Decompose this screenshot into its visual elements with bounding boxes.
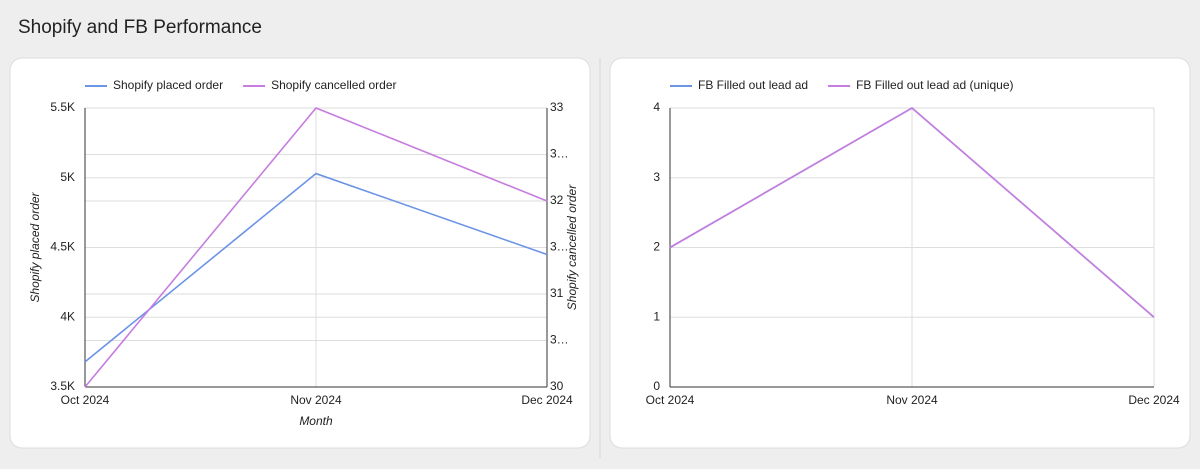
card [609,57,1191,449]
legend-label: Shopify cancelled order [271,78,396,92]
legend-label: Shopify placed order [113,78,223,92]
series-line [669,107,1155,318]
y-tick-label: 5K [60,170,75,184]
legend-label: FB Filled out lead ad (unique) [856,78,1013,92]
y2-tick-label: 32 [550,193,564,207]
y-tick-label: 5.5K [50,100,75,114]
y-tick-label: 3.5K [50,379,75,393]
y2-tick-label: 30 [550,379,564,393]
y2-tick-label: 33 [550,100,564,114]
x-tick-label: Dec 2024 [1128,393,1180,407]
y-tick-label: 1 [653,309,660,323]
x-tick-label: Oct 2024 [646,393,695,407]
series-line [84,107,548,388]
y2-tick-label: 31 [550,286,564,300]
x-axis-title: Month [299,414,333,428]
legend-label: FB Filled out lead ad [698,78,808,92]
y2-tick-label: 3… [550,333,569,347]
card [9,57,591,449]
y-tick-label: 4K [60,309,75,323]
y-tick-label: 4 [653,100,660,114]
y2-tick-label: 3… [550,240,569,254]
y-tick-label: 2 [653,240,660,254]
page-title: Shopify and FB Performance [18,17,262,38]
y-tick-label: 4.5K [50,240,75,254]
series-line [84,172,548,363]
y2-axis-title: Shopify cancelled order [565,184,579,310]
x-tick-label: Oct 2024 [61,393,110,407]
x-tick-label: Nov 2024 [886,393,938,407]
y-tick-label: 3 [653,170,660,184]
y2-tick-label: 3… [550,147,569,161]
y-axis-title: Shopify placed order [28,191,42,302]
x-tick-label: Dec 2024 [521,393,573,407]
x-tick-label: Nov 2024 [290,393,342,407]
y-tick-label: 0 [653,379,660,393]
